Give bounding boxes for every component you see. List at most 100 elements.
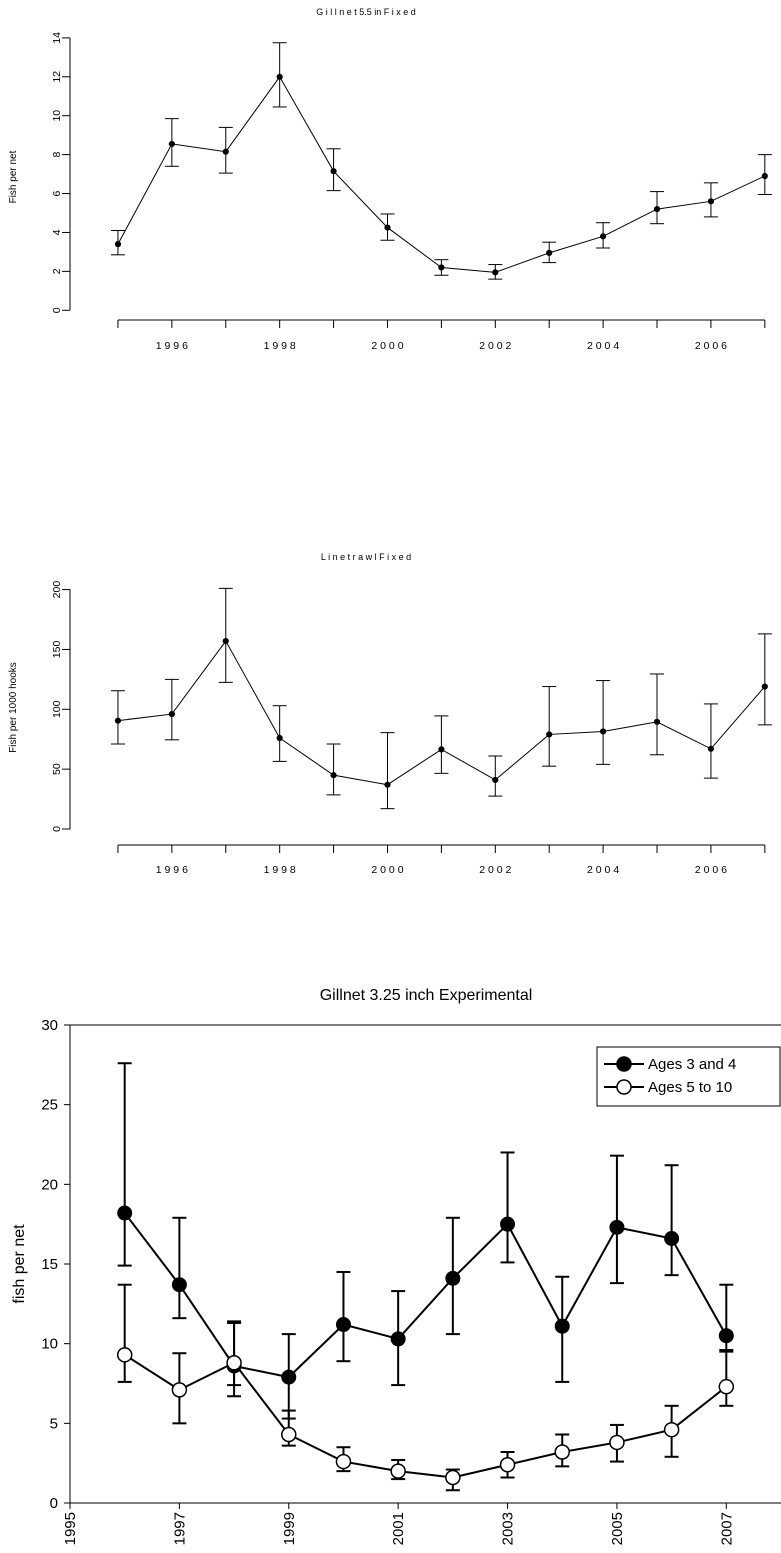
y-tick-label: 5 [50,1415,58,1432]
data-point [438,746,445,753]
data-point [276,73,283,80]
x-tick-label: 2005 [609,1512,626,1545]
y-tick-label: 100 [51,700,63,718]
series-line [117,75,766,273]
y-tick-label: 0 [51,826,63,832]
x-tick-label: 2 0 0 0 [371,864,403,876]
y-tick-label: 50 [51,763,63,775]
y-tick-label: 6 [51,190,63,196]
x-tick-label: 1999 [281,1512,298,1545]
y-tick-label: 25 [41,1097,58,1114]
data-point [222,148,229,155]
legend-box [596,1046,781,1107]
y-tick-label: 200 [51,581,63,599]
data-point [707,198,715,205]
y-tick-label: 15 [41,1256,58,1273]
y-tick-label: 14 [51,32,63,44]
data-point [600,728,607,735]
data-point [281,1426,297,1443]
y-tick-label: 4 [51,229,63,235]
x-tick-label: 1995 [62,1512,79,1545]
y-tick-label: 2 [51,268,63,274]
y-tick-label: 0 [50,1495,58,1512]
x-tick-label: 2 0 0 6 [695,340,727,352]
data-point [384,781,391,788]
data-point [492,776,499,784]
data-point [114,241,122,248]
data-point [276,734,283,742]
data-point [761,172,768,180]
data-point [226,1355,242,1371]
legend-label: Ages 3 and 4 [648,1056,736,1073]
data-point [114,717,122,724]
data-point [445,1469,461,1486]
y-tick-label: 20 [41,1176,58,1193]
chart-title: L i n e t r a w l F i x e d [321,552,411,562]
data-point [335,1453,352,1470]
series-line [124,1353,727,1479]
x-tick-label: 2 0 0 4 [587,340,619,352]
x-tick-label: 1 9 9 6 [156,864,188,876]
x-tick-label: 2 0 0 2 [479,340,511,352]
y-axis-label: Fish per net [8,150,19,203]
data-point [653,206,661,213]
data-point [664,1231,680,1247]
data-point [171,1277,187,1293]
data-point [168,710,175,718]
series-0 [110,42,772,280]
data-point [445,1270,461,1286]
data-point [438,264,445,271]
data-point [390,1331,406,1347]
chart-gillnet-3-25-experimental: Gillnet 3.25 inch Experimental fish per n… [11,987,781,1545]
legend-swatch-marker [616,1056,632,1072]
data-point [761,683,768,690]
x-tick-label: 2 0 0 0 [371,340,403,352]
data-point [117,1205,133,1221]
data-point [499,1457,516,1473]
y-tick-label: 10 [51,110,63,122]
data-point [554,1318,570,1334]
x-tick-label: 1 9 9 6 [156,340,188,352]
x-tick-label: 2003 [500,1512,517,1545]
legend: Ages 3 and 4 Ages 5 to 10 [596,1046,781,1107]
y-axis-label: fish per net [11,1224,28,1304]
data-point [330,772,337,779]
y-tick-label: 12 [51,71,63,83]
data-point [281,1369,297,1385]
data-point [600,233,607,240]
data-point [609,1434,625,1451]
y-tick-label: 10 [41,1336,58,1353]
x-tick-label: 1 9 9 8 [264,340,296,352]
chart-title: Gillnet 3.25 inch Experimental [320,987,533,1004]
data-point [335,1317,351,1333]
x-tick-label: 1997 [171,1512,188,1545]
series-0 [117,1062,734,1420]
chart-gillnet-5-5-fixed: G i l l n e t 5.5 in F i x e d Fish per n… [8,7,772,352]
data-point [116,1347,133,1363]
data-point [546,249,553,256]
data-point [222,637,229,645]
chart-title: G i l l n e t 5.5 in F i x e d [316,7,416,17]
data-point [171,1382,188,1398]
data-point [384,224,391,231]
data-point [718,1328,734,1344]
legend-label: Ages 5 to 10 [648,1079,732,1096]
data-point [390,1463,406,1479]
data-point [168,140,175,148]
data-point [500,1216,516,1232]
x-tick-label: 1 9 9 8 [264,864,296,876]
y-tick-label: 30 [41,1017,58,1034]
y-tick-label: 150 [51,641,63,659]
y-tick-label: 8 [51,152,63,158]
data-point [653,718,661,725]
y-axis-label: Fish per 1000 hooks [8,662,19,753]
x-tick-label: 2 0 0 6 [695,864,727,876]
legend-swatch-marker [616,1079,632,1095]
y-tick-label: 0 [51,307,63,313]
x-tick-label: 2 0 0 4 [587,864,619,876]
data-point [492,269,499,276]
x-tick-label: 2 0 0 2 [479,864,511,876]
x-tick-label: 2007 [718,1512,735,1545]
data-point [546,731,553,738]
series-0 [110,587,772,810]
